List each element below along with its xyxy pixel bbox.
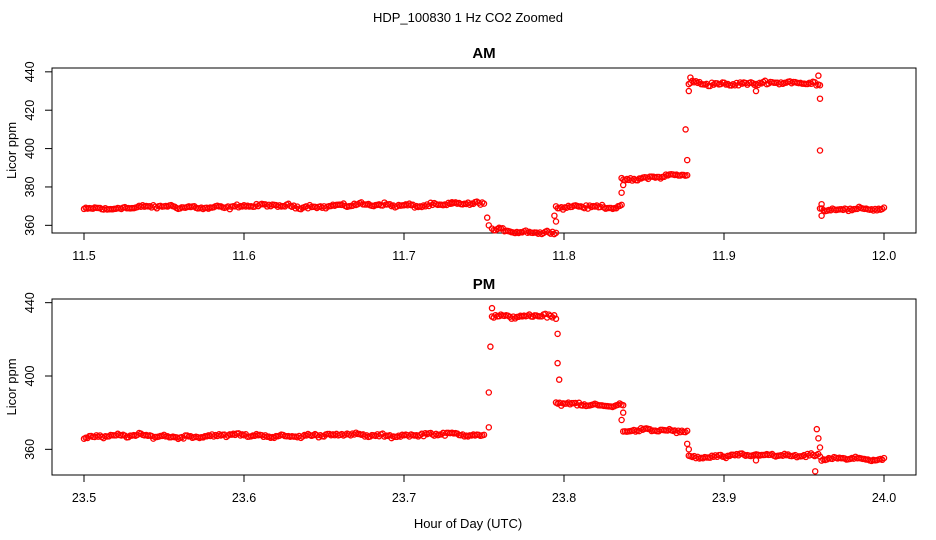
panel-title: AM [472,45,495,62]
data-point [554,359,561,367]
data-point [448,199,456,206]
data-point [816,95,824,102]
data-point [815,72,822,79]
data-point [880,204,888,211]
panel-pm: PM 23.5 23.6 23.7 23.8 23.9 24.0 360 400 440 Licor… [4,276,917,505]
x-tick-label: 11.9 [712,249,735,263]
data-point [683,156,691,164]
data-point [685,87,693,95]
data-point [619,401,627,409]
data-point [811,468,819,475]
data-point [687,74,694,81]
y-tick-label: 380 [23,176,37,197]
data-point [706,82,714,90]
y-axis-label: Licor ppm [4,358,19,415]
data-point [683,440,691,448]
x-tick-label: 23.8 [552,491,576,505]
x-tick-label: 12.0 [872,249,896,263]
data-point [270,434,278,442]
data-point [552,218,560,225]
data-point [487,343,494,350]
y-tick-label: 420 [23,100,37,121]
data-point [685,446,693,453]
data-point [683,427,691,435]
y-tick-label: 440 [23,61,37,82]
data-point [752,457,760,464]
data-point [554,330,561,338]
data-point [550,312,558,319]
data-point [682,126,689,133]
y-tick-label: 400 [23,138,37,159]
data-point [552,315,560,323]
data-point [425,202,433,210]
data-point [813,425,821,433]
y-tick-label: 400 [23,366,37,387]
x-tick-label: 11.6 [232,249,255,263]
data-point [749,79,756,87]
series-points [80,304,888,475]
x-tick-label: 11.8 [552,249,575,263]
data-point [480,431,488,439]
data-point [485,424,493,431]
x-tick-label: 11.7 [392,249,415,263]
panel-title: PM [473,276,496,293]
data-point [816,444,824,451]
data-point [752,87,760,95]
data-point [480,200,488,207]
data-point [816,147,824,154]
panels: AM 11.5 11.6 11.7 11.8 11.9 12.0 360 380 400 420 44… [4,45,917,505]
x-axis-label: Hour of Day (UTC) [414,516,522,531]
data-point [619,409,627,416]
data-point [347,432,354,439]
figure-title: HDP_100830 1 Hz CO2 Zoomed [373,10,563,25]
x-tick-label: 23.7 [392,491,416,505]
y-tick-label: 360 [23,439,37,460]
data-point [488,304,496,312]
panel-am: AM 11.5 11.6 11.7 11.8 11.9 12.0 360 380 400 420 44… [4,45,917,263]
data-point [721,79,728,87]
y-tick-label: 440 [23,292,37,313]
data-point [818,212,825,219]
data-point [618,201,625,209]
data-point [683,171,691,179]
x-tick-label: 23.9 [712,491,736,505]
data-point [816,82,824,89]
data-point [485,222,493,229]
data-point [815,435,822,442]
y-tick-label: 360 [23,215,37,236]
data-point [880,454,888,462]
series-points [80,72,888,238]
plot-frame [51,298,917,476]
data-point [619,181,627,189]
data-point [551,212,558,219]
y-axis-label: Licor ppm [4,122,19,179]
data-point [397,433,404,440]
plot-frame [51,67,917,234]
x-tick-label: 11.5 [72,249,95,263]
data-point [485,389,493,396]
data-point [706,454,714,461]
data-point [618,416,625,424]
data-point [555,376,563,383]
x-tick-label: 24.0 [872,491,896,505]
data-point [818,200,825,208]
data-point [552,229,560,237]
data-point [483,214,491,221]
x-tick-label: 23.5 [72,491,96,505]
data-point [878,456,886,464]
x-tick-label: 23.6 [232,491,256,505]
data-point [618,189,625,196]
